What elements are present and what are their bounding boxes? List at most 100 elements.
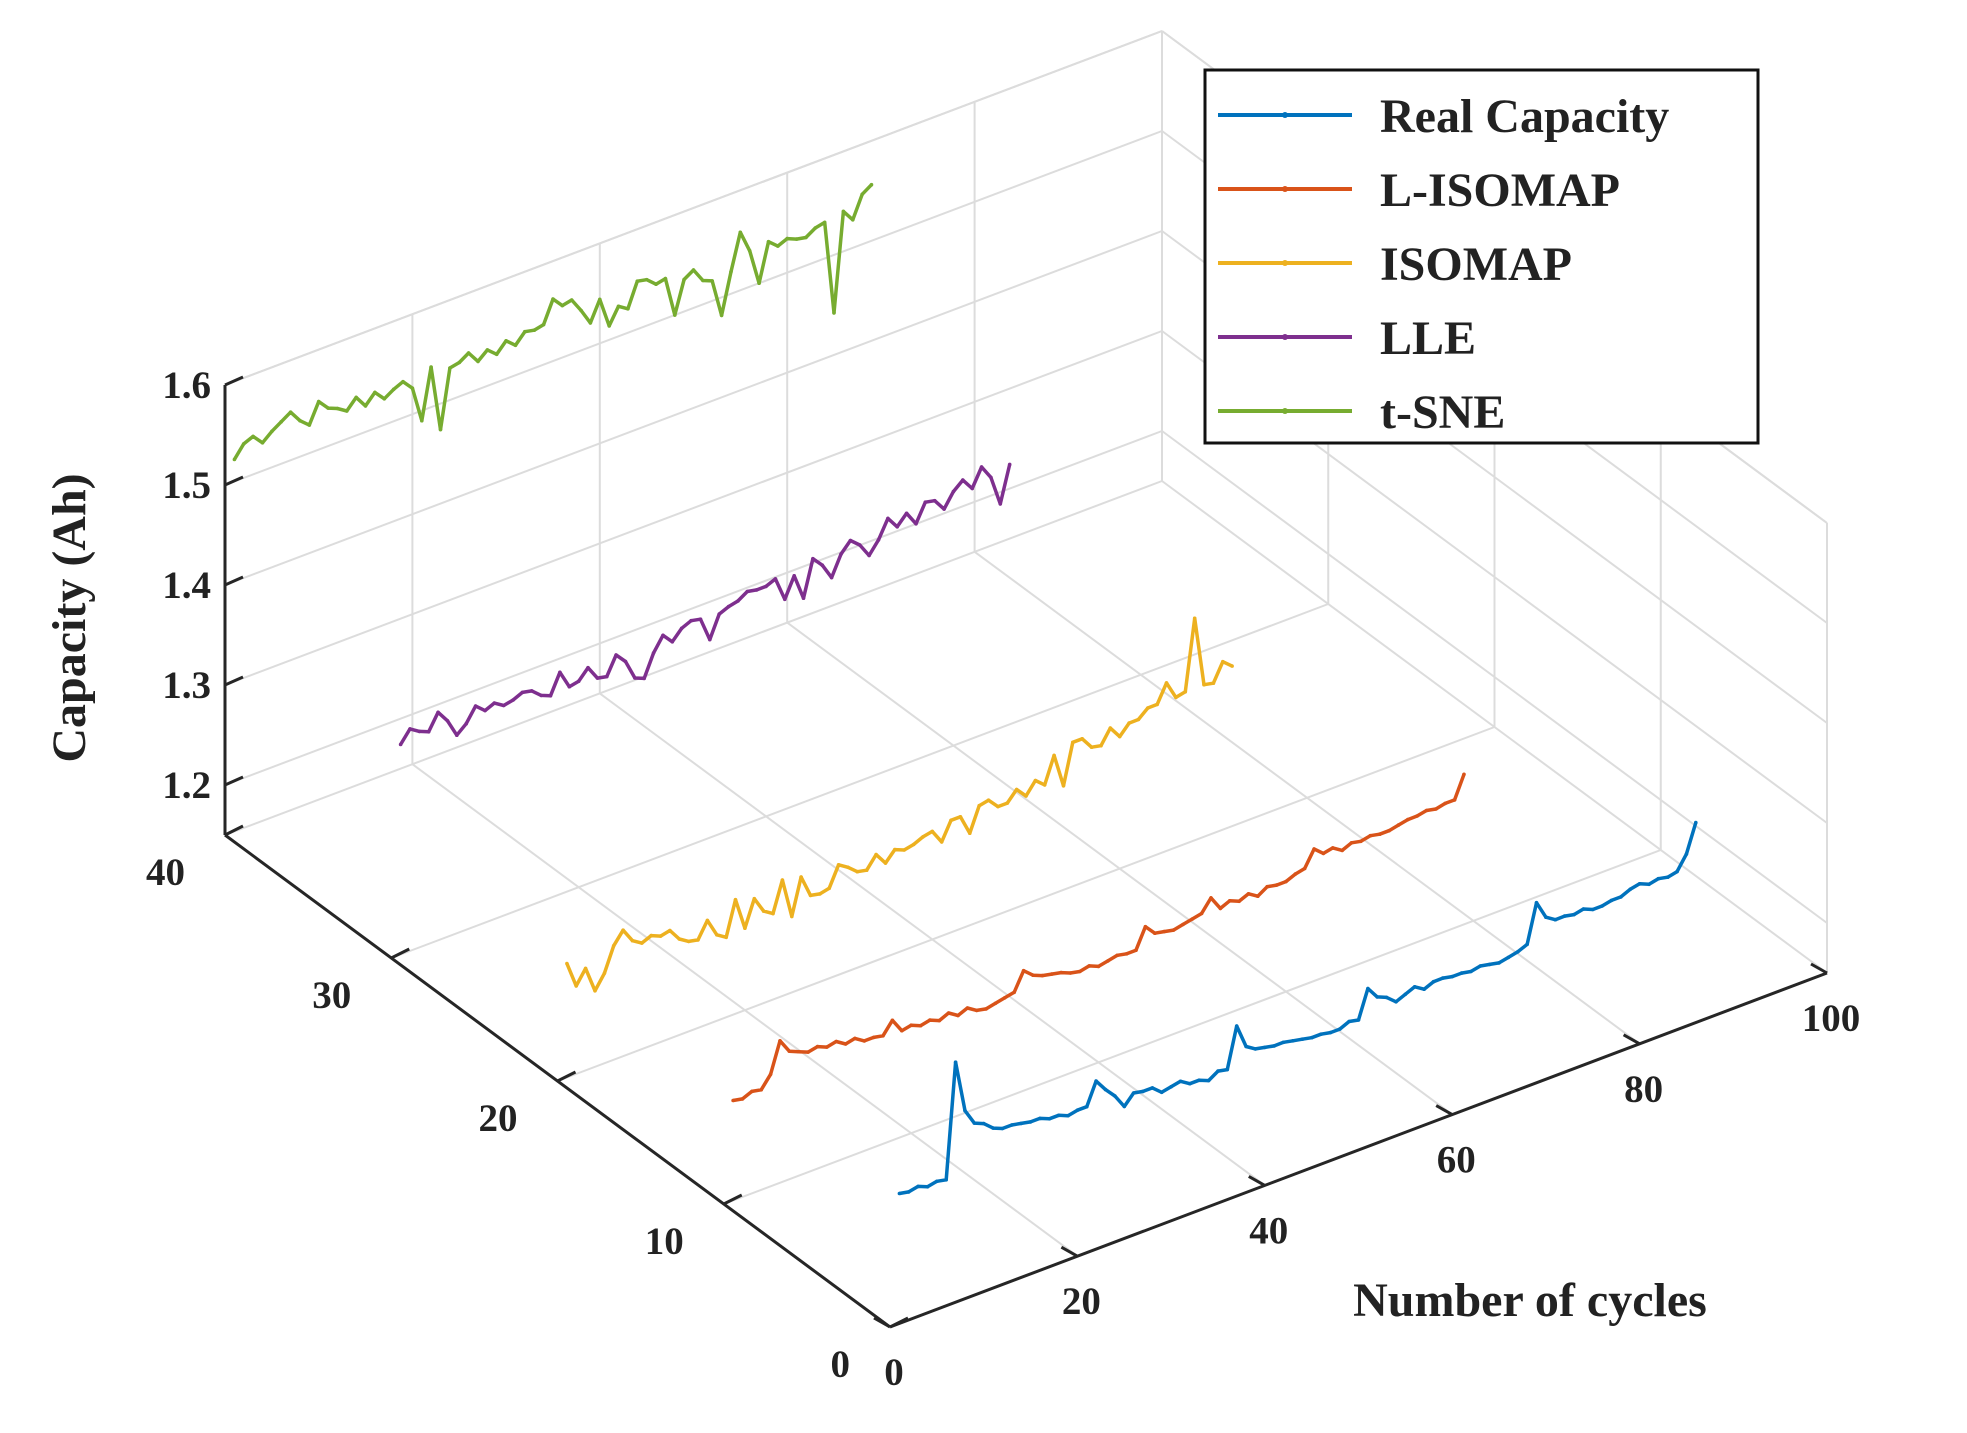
- data-point: [1506, 955, 1511, 960]
- legend-items: Real Capacity L-ISOMAP ISOMAP LLE t-SNE: [1218, 90, 1669, 439]
- data-point: [958, 815, 963, 819]
- data-point: [1206, 1078, 1211, 1083]
- back-wall-gridline-horizontal: [224, 130, 1163, 486]
- data-point: [391, 387, 396, 392]
- data-point: [602, 971, 607, 976]
- data-point: [1068, 971, 1073, 975]
- x-tick-label: 80: [1624, 1068, 1663, 1111]
- data-point: [1007, 462, 1012, 467]
- data-point: [1059, 970, 1063, 975]
- data-point: [569, 298, 574, 302]
- data-point: [780, 878, 785, 882]
- data-point: [1108, 726, 1113, 730]
- data-point: [996, 804, 1000, 809]
- legend-label: t-SNE: [1380, 386, 1505, 439]
- data-point: [1572, 912, 1576, 917]
- data-point: [335, 406, 340, 411]
- data-point: [902, 848, 906, 852]
- data-point: [860, 192, 864, 197]
- data-point: [900, 1028, 904, 1033]
- data-point: [270, 429, 274, 434]
- legend-marker: [1282, 260, 1288, 266]
- data-point: [574, 984, 578, 988]
- data-point: [1056, 1113, 1061, 1118]
- data-point: [1312, 847, 1316, 851]
- data-point: [586, 665, 590, 670]
- data-point: [942, 507, 946, 511]
- data-point: [1183, 690, 1188, 694]
- data-point: [740, 1097, 745, 1101]
- x-tick-label: 0: [884, 1351, 904, 1394]
- data-point: [1274, 883, 1279, 887]
- data-point: [827, 886, 831, 891]
- series-line-isomap: [565, 616, 1233, 993]
- data-point: [1033, 778, 1038, 783]
- data-point: [836, 863, 841, 867]
- data-point: [1637, 882, 1642, 886]
- data-point: [1117, 734, 1122, 739]
- axes-layer: 0 20 40 60 80 100 0 10 20 30 40 1.2 1.3 1.4 1.5 1.6: [146, 364, 1860, 1394]
- data-point: [1462, 772, 1466, 777]
- data-point: [1656, 876, 1661, 881]
- legend-entry: t-SNE: [1218, 386, 1505, 439]
- data-point: [1209, 896, 1213, 900]
- data-point: [1366, 986, 1370, 991]
- data-point: [1338, 1027, 1342, 1031]
- data-point: [1078, 969, 1082, 974]
- data-point: [801, 596, 806, 600]
- data-point: [858, 543, 862, 547]
- data-point: [1005, 801, 1010, 805]
- data-point: [1103, 1087, 1108, 1092]
- data-point: [1071, 740, 1075, 745]
- data-point: [398, 742, 403, 747]
- data-point: [738, 230, 743, 235]
- y-tick-mark: [390, 947, 410, 960]
- legend-label: Real Capacity: [1380, 90, 1669, 143]
- data-point: [1234, 1024, 1239, 1028]
- data-point: [1031, 973, 1035, 977]
- data-point: [1384, 995, 1389, 1000]
- data-point: [279, 420, 284, 424]
- data-point: [726, 604, 731, 609]
- data-point: [932, 498, 937, 503]
- data-point: [822, 220, 827, 225]
- data-point: [530, 689, 534, 693]
- data-point: [640, 941, 644, 945]
- y-tick-label: 20: [479, 1097, 518, 1140]
- x-tick-mark: [1435, 1104, 1453, 1116]
- data-point: [1171, 928, 1176, 932]
- data-point: [326, 406, 330, 410]
- data-point: [1113, 1094, 1117, 1098]
- series-line-l-isomap: [732, 773, 1466, 1103]
- data-point: [890, 1018, 895, 1023]
- data-point: [715, 933, 719, 937]
- data-point: [1216, 1069, 1220, 1073]
- data-point: [977, 803, 981, 808]
- data-point: [790, 914, 794, 919]
- data-point: [848, 538, 853, 543]
- series-l-isomap: [731, 772, 1466, 1103]
- data-point: [923, 500, 928, 505]
- data-point: [689, 618, 693, 623]
- back-wall-gridline-horizontal: [224, 330, 1163, 686]
- data-point: [576, 679, 581, 683]
- data-point: [1197, 1078, 1201, 1082]
- data-point: [979, 465, 984, 469]
- x-tick-label: 100: [1802, 997, 1861, 1040]
- series-line-t-sne: [232, 183, 873, 461]
- data-point: [904, 511, 909, 516]
- z-tick-mark: [224, 375, 244, 387]
- data-point: [1000, 1126, 1005, 1131]
- data-point: [1368, 833, 1373, 838]
- x-tick-mark: [1248, 1175, 1266, 1187]
- data-point: [1347, 1019, 1351, 1024]
- data-point: [1478, 964, 1483, 968]
- data-point: [1115, 953, 1120, 958]
- data-point: [883, 861, 888, 865]
- data-point: [363, 404, 368, 408]
- data-point: [806, 1050, 810, 1054]
- data-point: [1192, 616, 1197, 621]
- data-point: [1300, 1037, 1305, 1041]
- data-point: [1124, 952, 1129, 956]
- data-point: [724, 935, 728, 940]
